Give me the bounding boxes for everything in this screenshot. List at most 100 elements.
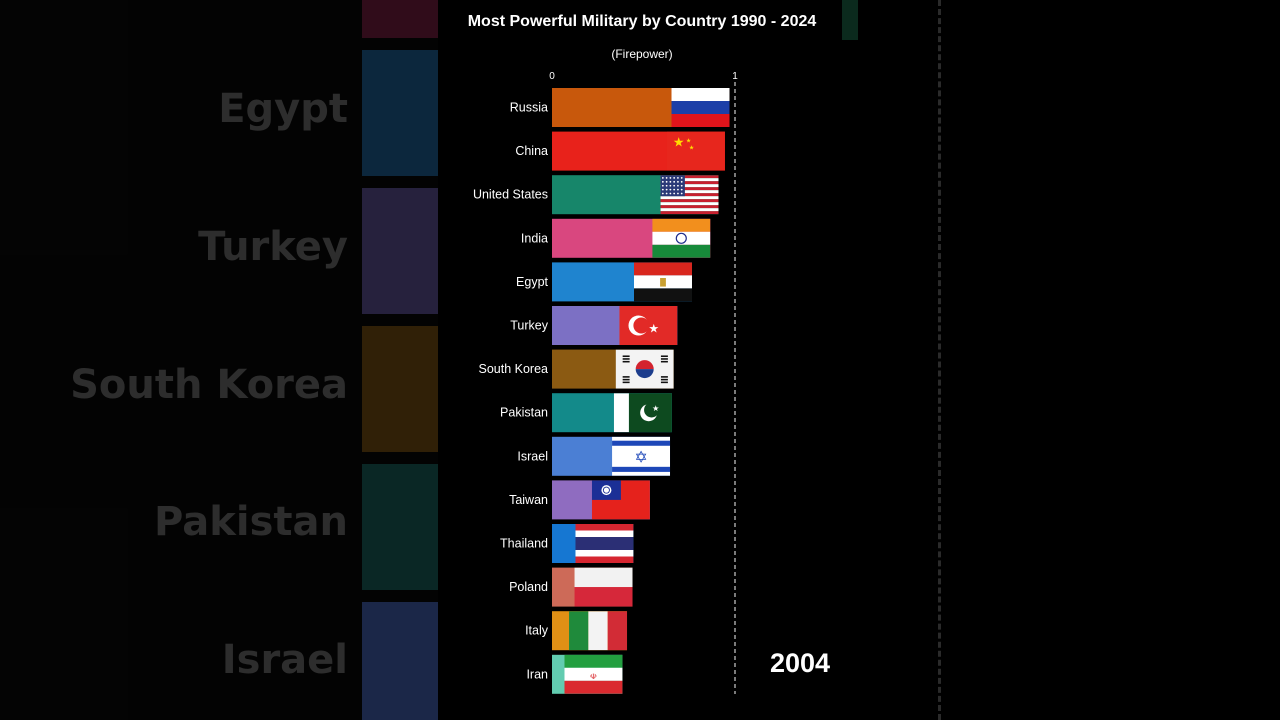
flag-part xyxy=(612,440,671,446)
flag-part xyxy=(644,402,660,418)
bar-row: Iran ☫ xyxy=(526,654,623,694)
flag-part xyxy=(622,381,630,384)
flag-part xyxy=(671,101,730,114)
flag-part xyxy=(652,231,711,245)
blurred-background-left: Egypt Turkey South Korea Pakistan Israel xyxy=(0,0,438,720)
blurred-background-right xyxy=(838,0,1280,720)
bar-row: Egypt xyxy=(516,262,692,302)
flag-part xyxy=(635,360,654,370)
category-label: Taiwan xyxy=(509,493,548,507)
flag-part xyxy=(660,202,719,206)
bar-row: Italy xyxy=(525,611,628,651)
flag-part xyxy=(669,188,672,191)
flag-part: ★ xyxy=(686,138,691,145)
background-bar xyxy=(362,0,438,38)
background-label: Pakistan xyxy=(154,499,348,545)
flag-part xyxy=(661,192,664,195)
bar-row: United States xyxy=(473,175,719,215)
background-label: South Korea xyxy=(70,362,348,408)
flag-part xyxy=(671,88,730,101)
flag-part xyxy=(574,567,633,588)
category-label: Iran xyxy=(526,667,548,681)
background-label: Egypt xyxy=(218,86,348,132)
flag-part xyxy=(603,487,610,493)
flag-part xyxy=(665,177,668,179)
chart-title: Most Powerful Military by Country 1990 -… xyxy=(467,13,817,30)
flag-part xyxy=(633,317,650,334)
flag-part xyxy=(680,184,683,187)
background-bar xyxy=(362,326,438,452)
flag-part xyxy=(677,177,679,179)
flag-part xyxy=(675,232,687,244)
year-label: 2004 xyxy=(769,648,831,678)
flag-part: ★ xyxy=(689,145,694,152)
category-label: South Korea xyxy=(479,362,549,376)
flag-part xyxy=(575,556,634,563)
flag-part xyxy=(665,192,668,195)
bar-row: China★ ★★ xyxy=(515,131,725,171)
flag-part xyxy=(660,181,719,185)
flag-part xyxy=(660,358,668,360)
flag-part xyxy=(660,199,719,203)
flag-part xyxy=(665,184,668,187)
flag-part xyxy=(613,393,629,433)
flag-part xyxy=(660,376,668,378)
flag-part xyxy=(671,114,730,127)
flag-part xyxy=(661,188,664,191)
flag-part xyxy=(575,530,634,537)
flag-part xyxy=(677,180,679,183)
flag-part xyxy=(660,175,719,179)
poland-flag xyxy=(574,567,633,607)
flag-part xyxy=(669,177,672,179)
flag-part xyxy=(607,611,628,651)
flag-part xyxy=(669,180,672,183)
category-label: Poland xyxy=(509,580,548,594)
category-label: United States xyxy=(473,188,548,202)
flag-part xyxy=(660,211,719,215)
background-bar xyxy=(362,188,438,314)
flag-part xyxy=(680,177,683,179)
flag-part xyxy=(677,184,679,187)
flag-part xyxy=(588,611,608,651)
south-korea-flag xyxy=(615,349,674,389)
flag-part xyxy=(660,278,666,287)
flag-part xyxy=(673,188,676,191)
background-dashed-line xyxy=(938,0,941,720)
flag-part xyxy=(622,358,630,360)
bar-row: Israel ✡ xyxy=(517,436,671,476)
flag-part xyxy=(661,184,664,187)
background-bar xyxy=(362,464,438,590)
category-label: Turkey xyxy=(510,319,548,333)
flag-part xyxy=(660,360,668,363)
taiwan-flag xyxy=(591,480,650,520)
flag-part xyxy=(564,667,623,681)
flag-part xyxy=(569,611,589,651)
category-label: Russia xyxy=(510,101,548,115)
italy-flag xyxy=(569,611,628,651)
background-bar xyxy=(362,602,438,720)
category-label: Italy xyxy=(525,624,549,638)
india-flag xyxy=(652,218,711,258)
flag-part xyxy=(575,537,634,550)
flag-part xyxy=(633,288,692,302)
flag-part xyxy=(660,355,668,358)
flag-part xyxy=(669,184,672,187)
flag-part xyxy=(673,177,676,179)
background-label: Turkey xyxy=(198,224,348,270)
chart-subtitle: (Firepower) xyxy=(611,47,673,61)
flag-part xyxy=(660,208,719,212)
flag-part xyxy=(564,680,623,694)
background-shade xyxy=(0,0,438,720)
thailand-flag xyxy=(575,524,634,563)
background-label: Israel xyxy=(221,637,348,683)
flag-part xyxy=(660,378,668,381)
flag-part xyxy=(622,360,630,363)
flag-part xyxy=(622,376,630,378)
category-label: India xyxy=(521,231,548,245)
flag-part xyxy=(666,131,725,171)
iran-flag: ☫ xyxy=(564,654,623,694)
flag-part xyxy=(661,177,664,179)
flag-part xyxy=(635,369,654,379)
flag-part: ✡ xyxy=(634,450,647,467)
flag-part: ☫ xyxy=(590,672,597,681)
